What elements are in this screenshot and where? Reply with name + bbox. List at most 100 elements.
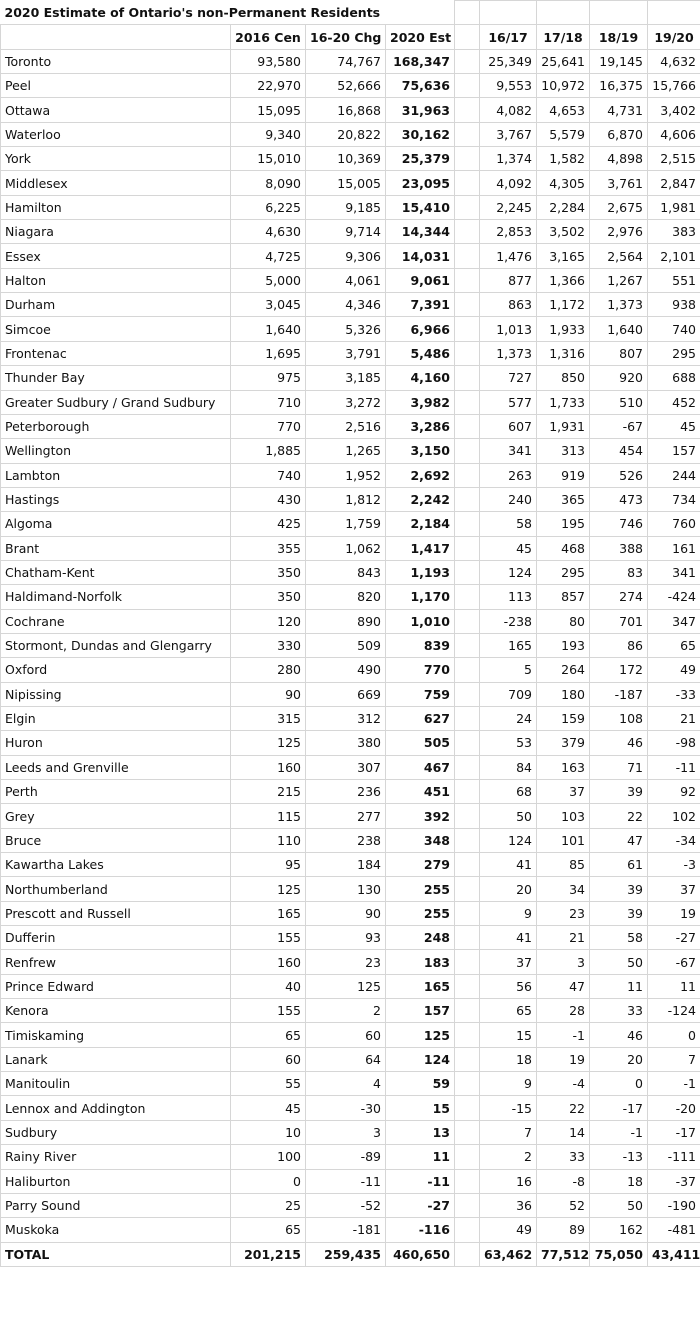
cen-2016-cell: 975 (230, 365, 306, 391)
est-2020-cell: 839 (385, 632, 455, 659)
spacer-cell (454, 535, 480, 561)
est-2020-cell: 30,162 (385, 121, 455, 148)
yr-16-17-cell: 16 (479, 1168, 537, 1194)
cen-2016-cell: 155 (230, 998, 306, 1024)
table-row: Durham 3,045 4,346 7,391 863 1,172 1,373 938 (0, 292, 700, 318)
table-row: Hastings 430 1,812 2,242 240 365 473 734 (0, 486, 700, 513)
yr-19-20-cell: -111 (647, 1144, 700, 1170)
yr-16-17-cell: 5 (479, 657, 537, 683)
est-2020-cell: 165 (385, 973, 455, 1000)
spacer-cell (454, 778, 480, 805)
table-row: Leeds and Grenville 160 307 467 84 163 71 -11 (0, 754, 700, 781)
region-name-cell: Thunder Bay (0, 365, 231, 391)
yr-17-18-cell: 77,512 (536, 1241, 590, 1267)
yr-18-19-cell: -17 (589, 1095, 648, 1121)
yr-17-18-cell: -1 (536, 1022, 590, 1048)
yr-18-19-cell: -1 (589, 1119, 648, 1146)
cen-2016-cell: 95 (230, 852, 306, 878)
table-row: Brant 355 1,062 1,417 45 468 388 161 (0, 535, 700, 561)
region-name-cell: Elgin (0, 705, 231, 732)
est-2020-cell: 183 (385, 949, 455, 975)
yr-19-20-cell: -34 (647, 827, 700, 854)
yr-19-20-cell: 551 (647, 267, 700, 294)
region-name-cell: Peel (0, 73, 231, 99)
yr-16-17-cell: 50 (479, 803, 537, 829)
yr-18-19-cell: 526 (589, 462, 648, 488)
yr-17-18-cell: 159 (536, 705, 590, 732)
chg-16-20-cell: 669 (305, 681, 386, 707)
spacer-cell (454, 754, 480, 781)
est-2020-cell: 1,170 (385, 584, 455, 610)
spacer-cell (454, 827, 480, 854)
yr-19-20-cell: 43,411 (647, 1241, 700, 1267)
yr-17-18-cell: 1,316 (536, 340, 590, 367)
yr-17-18-cell: -4 (536, 1071, 590, 1097)
yr-16-17-cell: 1,373 (479, 340, 537, 367)
cen-2016-cell: 65 (230, 1022, 306, 1048)
region-name-cell: Essex (0, 243, 231, 269)
table-row: Parry Sound 25 -52 -27 36 52 50 -190 (0, 1192, 700, 1219)
yr-16-17-cell: 1,374 (479, 146, 537, 172)
yr-17-18-cell: 468 (536, 535, 590, 561)
spacer-cell (454, 219, 480, 245)
region-name-cell: Bruce (0, 827, 231, 854)
yr-16-17-cell: 9 (479, 900, 537, 927)
spacer-cell (454, 657, 480, 683)
yr-16-17-cell: 36 (479, 1192, 537, 1219)
yr-17-18-cell: 1,733 (536, 389, 590, 415)
region-name-cell: Dufferin (0, 925, 231, 951)
region-name-cell: Sudbury (0, 1119, 231, 1146)
yr-19-20-cell: -33 (647, 681, 700, 707)
table-row: Peel 22,970 52,666 75,636 9,553 10,972 16,375 1… (0, 73, 700, 99)
region-name-cell: Prescott and Russell (0, 900, 231, 927)
cen-2016-cell: 40 (230, 973, 306, 1000)
est-2020-cell: 7,391 (385, 292, 455, 318)
region-name-cell: Peterborough (0, 413, 231, 440)
header-2020-est: 2020 Est (385, 24, 455, 50)
table-row: Oxford 280 490 770 5 264 172 49 (0, 657, 700, 683)
yr-18-19-cell: 1,373 (589, 292, 648, 318)
yr-17-18-cell: 34 (536, 876, 590, 902)
est-2020-cell: 3,150 (385, 438, 455, 464)
yr-16-17-cell: 124 (479, 827, 537, 854)
yr-19-20-cell: -67 (647, 949, 700, 975)
cen-2016-cell: 165 (230, 900, 306, 927)
yr-19-20-cell: -3 (647, 852, 700, 878)
chg-16-20-cell: 509 (305, 632, 386, 659)
est-2020-cell: 2,692 (385, 462, 455, 488)
chg-16-20-cell: 2,516 (305, 413, 386, 440)
cen-2016-cell: 125 (230, 730, 306, 756)
region-name-cell: Algoma (0, 511, 231, 537)
yr-17-18-cell: 1,933 (536, 316, 590, 342)
cen-2016-cell: 201,215 (230, 1241, 306, 1267)
chg-16-20-cell: 843 (305, 559, 386, 586)
chg-16-20-cell: 4,346 (305, 292, 386, 318)
table-row: Haldimand-Norfolk 350 820 1,170 113 857 274 -42… (0, 584, 700, 610)
yr-18-19-cell: 39 (589, 900, 648, 927)
est-2020-cell: 168,347 (385, 48, 455, 75)
yr-16-17-cell: 4,082 (479, 97, 537, 123)
chg-16-20-cell: 4,061 (305, 267, 386, 294)
yr-18-19-cell: 3,761 (589, 170, 648, 196)
table-row: Muskoka 65 -181 -116 49 89 162 -481 (0, 1217, 700, 1243)
yr-19-20-cell: 383 (647, 219, 700, 245)
spacer-cell (454, 511, 480, 537)
yr-16-17-cell: 9 (479, 1071, 537, 1097)
chg-16-20-cell: 60 (305, 1022, 386, 1048)
yr-18-19-cell: 388 (589, 535, 648, 561)
yr-18-19-cell: 454 (589, 438, 648, 464)
yr-16-17-cell: 56 (479, 973, 537, 1000)
est-2020-cell: 451 (385, 778, 455, 805)
spacer-cell (454, 998, 480, 1024)
region-name-cell: Grey (0, 803, 231, 829)
header-row: 2016 Cen 16-20 Chg 2020 Est 16/17 17/18 … (0, 24, 700, 50)
table-row: Nipissing 90 669 759 709 180 -187 -33 (0, 681, 700, 707)
cen-2016-cell: 8,090 (230, 170, 306, 196)
spacer-cell (454, 1119, 480, 1146)
region-name-cell: Hamilton (0, 194, 231, 221)
yr-19-20-cell: 2,515 (647, 146, 700, 172)
yr-16-17-cell: 341 (479, 438, 537, 464)
table-row: Algoma 425 1,759 2,184 58 195 746 760 (0, 511, 700, 537)
yr-17-18-cell: 3 (536, 949, 590, 975)
yr-19-20-cell: -20 (647, 1095, 700, 1121)
